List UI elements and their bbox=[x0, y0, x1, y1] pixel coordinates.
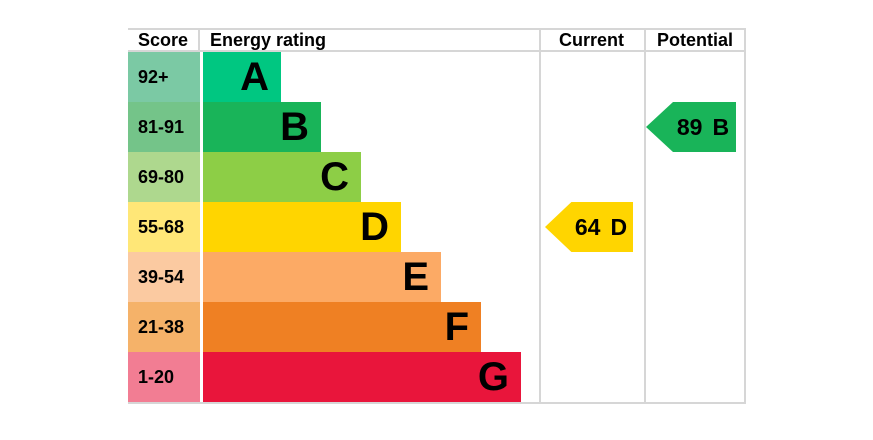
current-rating-arrow: 64 D bbox=[545, 202, 633, 252]
band-rows: 92+ A 81-91 B 69-80 C 55-68 D 39-54 E 21-38 F 1-20 G bbox=[128, 52, 746, 402]
column-header-current: Current bbox=[558, 30, 624, 50]
score-range-a: 92+ bbox=[128, 52, 200, 102]
potential-rating-letter: B bbox=[712, 113, 730, 140]
band-bar-d: D bbox=[203, 202, 401, 252]
score-range-d: 55-68 bbox=[128, 202, 200, 252]
band-bar-b: B bbox=[203, 102, 321, 152]
band-row-f: 21-38 F bbox=[128, 302, 746, 352]
potential-rating-arrow: 89 B bbox=[646, 102, 736, 152]
divider-score-energy bbox=[198, 30, 200, 52]
band-row-c: 69-80 C bbox=[128, 152, 746, 202]
band-row-e: 39-54 E bbox=[128, 252, 746, 302]
current-rating-letter: D bbox=[610, 213, 628, 240]
band-row-g: 1-20 G bbox=[128, 352, 746, 402]
divider-energy-current bbox=[539, 30, 541, 402]
divider-current-potential bbox=[644, 30, 646, 402]
score-range-g: 1-20 bbox=[128, 352, 200, 402]
band-bar-a: A bbox=[203, 52, 281, 102]
band-row-a: 92+ A bbox=[128, 52, 746, 102]
band-bar-c: C bbox=[203, 152, 361, 202]
band-row-b: 81-91 B bbox=[128, 102, 746, 152]
table-header-row: Score Energy rating Current Potential bbox=[128, 30, 746, 52]
table-right-border bbox=[744, 30, 746, 402]
score-range-c: 69-80 bbox=[128, 152, 200, 202]
band-bar-e: E bbox=[203, 252, 441, 302]
column-header-energy-rating: Energy rating bbox=[210, 30, 327, 50]
band-row-d: 55-68 D bbox=[128, 202, 746, 252]
column-header-score: Score bbox=[138, 30, 189, 50]
column-header-potential: Potential bbox=[656, 30, 733, 50]
score-range-f: 21-38 bbox=[128, 302, 200, 352]
potential-rating-value: 89 bbox=[676, 113, 703, 140]
current-rating-value: 64 bbox=[574, 213, 601, 240]
score-range-e: 39-54 bbox=[128, 252, 200, 302]
band-bar-g: G bbox=[203, 352, 521, 402]
epc-table: Score Energy rating Current Potential 92… bbox=[128, 28, 746, 404]
band-bar-f: F bbox=[203, 302, 481, 352]
score-range-b: 81-91 bbox=[128, 102, 200, 152]
